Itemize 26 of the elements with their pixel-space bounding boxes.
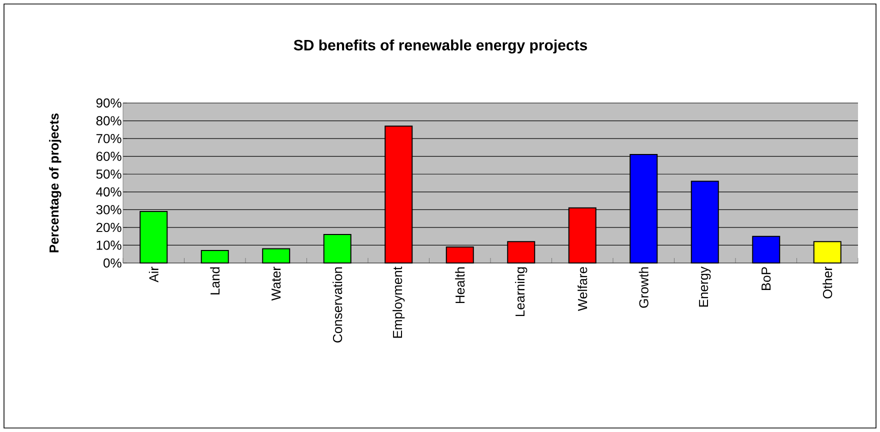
x-tick-label: Energy xyxy=(699,266,711,307)
y-tick-label: 40% xyxy=(96,187,122,196)
bar xyxy=(262,248,290,264)
x-tick-label: Water xyxy=(272,266,281,301)
y-tick-label: 10% xyxy=(96,240,122,250)
chart-title: SD benefits of renewable energy projects xyxy=(294,39,588,54)
y-tick-label: 0% xyxy=(104,258,122,268)
y-tick-label: 30% xyxy=(96,205,122,214)
y-tick-label: 50% xyxy=(96,170,122,179)
x-tick-label: Air xyxy=(148,266,158,282)
y-tick-label: 90% xyxy=(96,98,122,108)
y-tick-label: 70% xyxy=(96,134,122,144)
bar xyxy=(200,250,229,264)
x-tick-label: Land xyxy=(210,267,220,294)
x-tick-label: Welfare xyxy=(578,267,588,312)
x-tick-label: Conservation xyxy=(332,267,342,342)
x-tick-label: Employment xyxy=(392,266,405,338)
y-tick-label: 60% xyxy=(96,152,122,161)
x-tick-label: Learning xyxy=(515,267,528,316)
x-tick-label: BoP xyxy=(762,267,771,290)
y-axis-title: Percentage of projects xyxy=(49,113,62,252)
x-tick-label: Health xyxy=(455,267,465,304)
y-tick-label: 20% xyxy=(96,222,122,232)
x-tick-label: Growth xyxy=(638,267,648,308)
y-tick-label: 80% xyxy=(96,116,122,126)
x-tick-label: Other xyxy=(822,266,832,298)
